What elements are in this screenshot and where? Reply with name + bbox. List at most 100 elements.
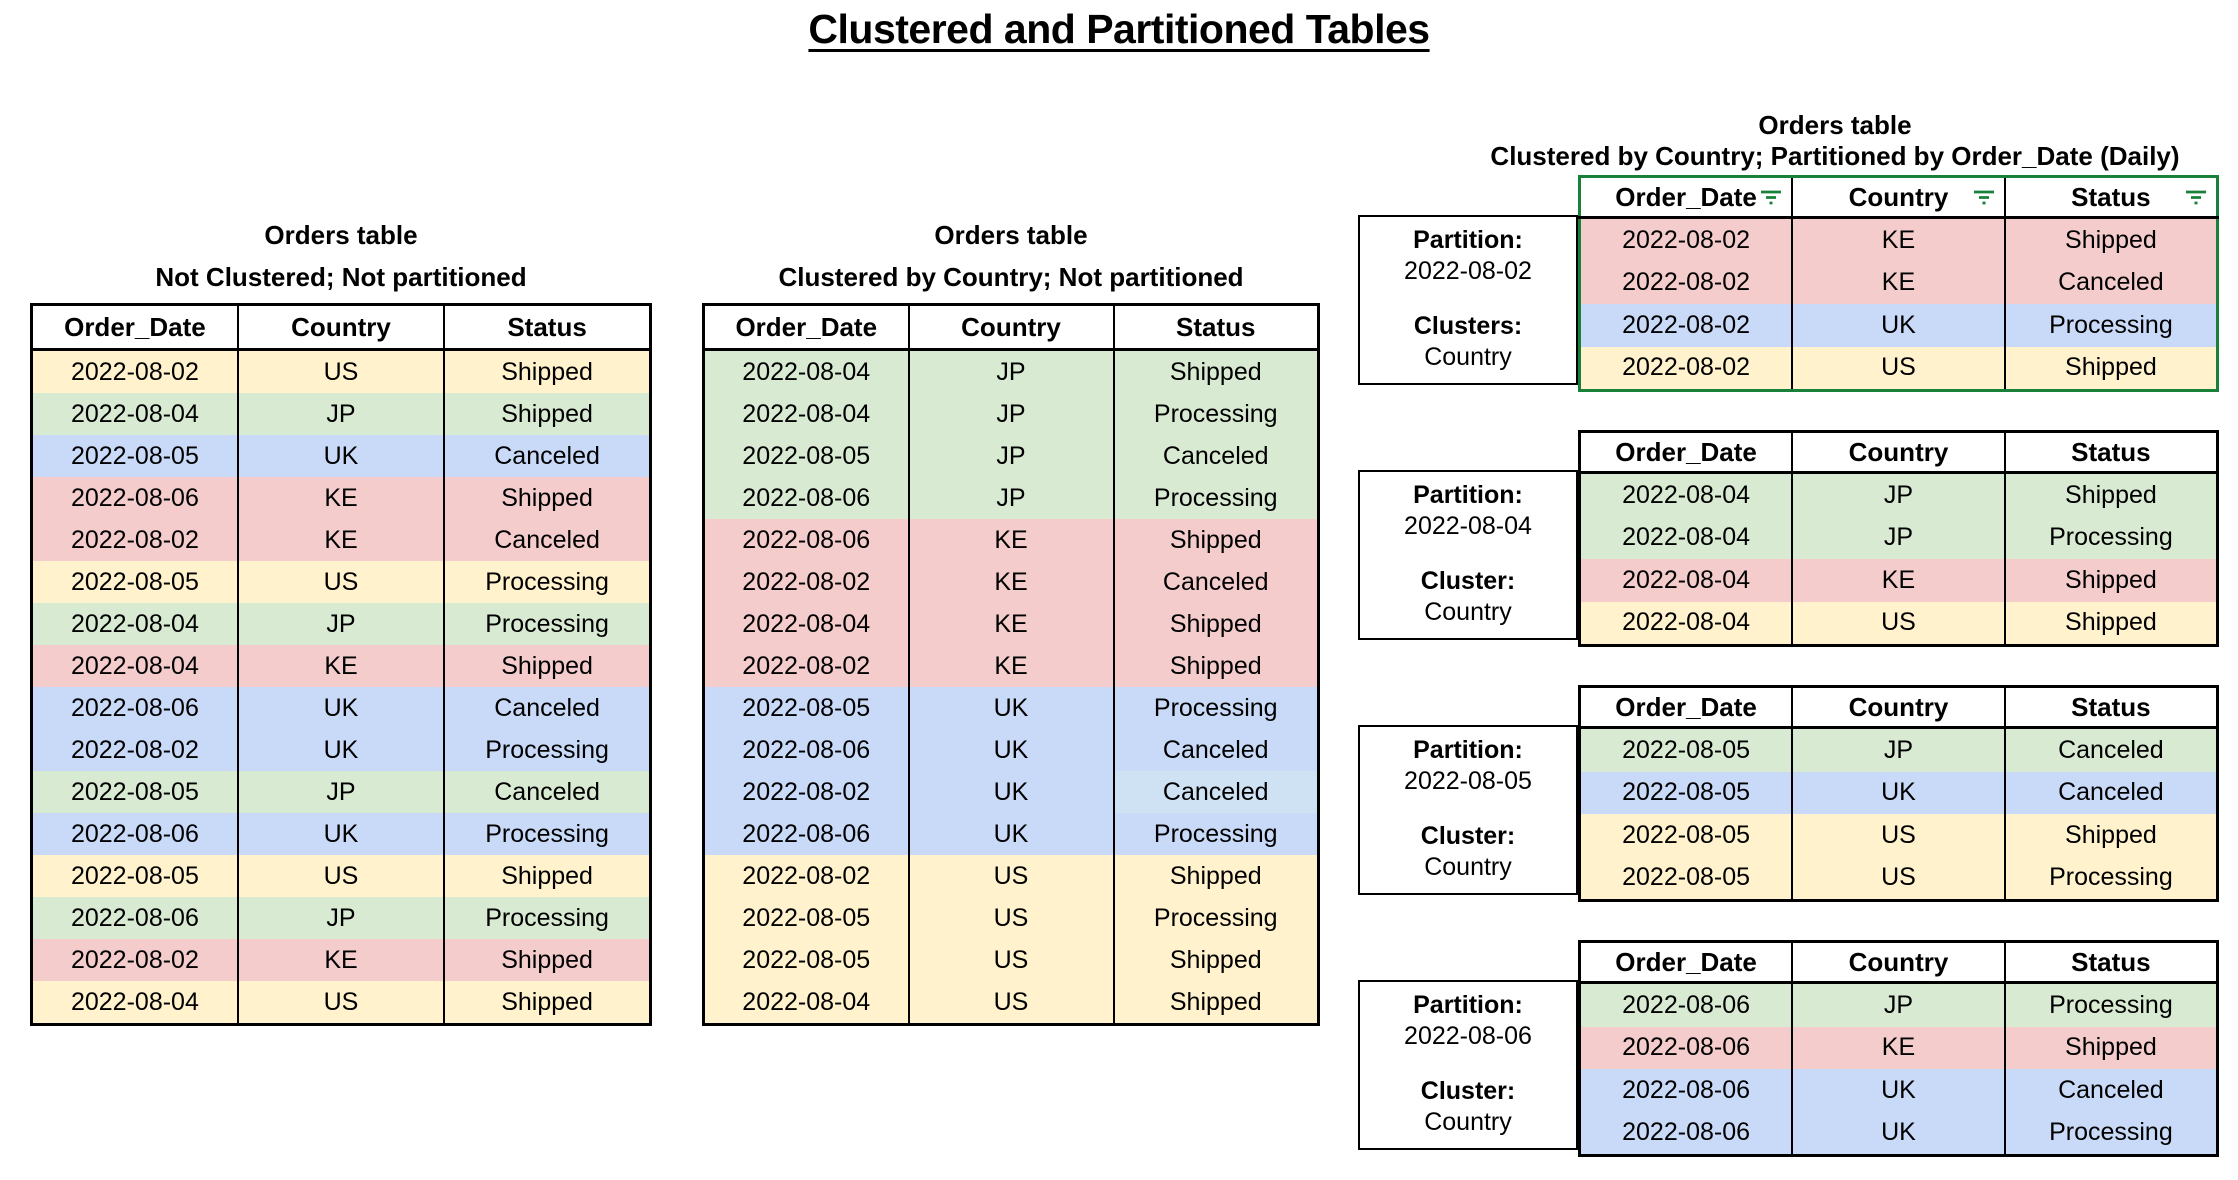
table-row: 2022-08-04 KE Shipped	[31, 645, 651, 687]
cell-status: Processing	[443, 813, 651, 855]
table-row: 2022-08-06 KE Shipped	[703, 519, 1319, 561]
table-row: 2022-08-02 US Shipped	[31, 349, 651, 393]
cell-status: Processing	[1112, 687, 1319, 729]
cell-order_date: 2022-08-05	[1579, 771, 1793, 814]
cell-country: JP	[907, 477, 1114, 519]
cell-order_date: 2022-08-05	[31, 771, 238, 813]
cell-order_date: 2022-08-06	[31, 813, 238, 855]
table-row: 2022-08-04 JP Shipped	[1579, 472, 2218, 517]
cell-order_date: 2022-08-05	[31, 435, 238, 477]
cell-status: Shipped	[443, 477, 651, 519]
column-header-status: Status	[443, 304, 651, 351]
cell-status: Shipped	[2003, 559, 2218, 602]
cell-country: KE	[1791, 1026, 2005, 1069]
cell-country: US	[1791, 346, 2005, 391]
cell-order_date: 2022-08-05	[703, 897, 909, 939]
table-row: 2022-08-04 JP Processing	[31, 603, 651, 645]
orders-table-clustered: Order_Date Country Status 2022-08-04 JP Shipp…	[702, 303, 1320, 1026]
cell-status: Processing	[2003, 516, 2218, 559]
cell-country: JP	[907, 349, 1114, 393]
cell-country: UK	[1791, 304, 2005, 347]
cell-country: UK	[236, 813, 445, 855]
header-row: Order_Date Country Status	[1579, 686, 2218, 729]
cell-order_date: 2022-08-02	[703, 855, 909, 897]
cluster-value: Country	[1424, 343, 1512, 371]
cell-status: Shipped	[443, 981, 651, 1025]
table-row: 2022-08-04 JP Shipped	[31, 393, 651, 435]
cell-status: Shipped	[1112, 855, 1319, 897]
cluster-group: Clusters: Country	[1414, 311, 1522, 373]
partition-label: Partition:	[1413, 991, 1523, 1019]
cell-order_date: 2022-08-02	[1579, 217, 1793, 262]
cell-country: JP	[1791, 727, 2005, 772]
column-header-order_date: Order_Date	[31, 304, 238, 351]
cell-order_date: 2022-08-05	[1579, 856, 1793, 901]
cell-status: Processing	[2003, 982, 2218, 1027]
cluster-group: Cluster: Country	[1421, 1076, 1515, 1138]
cell-order_date: 2022-08-02	[31, 519, 238, 561]
cell-country: UK	[1791, 771, 2005, 814]
cell-order_date: 2022-08-04	[1579, 559, 1793, 602]
cell-country: UK	[236, 729, 445, 771]
cell-country: JP	[236, 897, 445, 939]
table-row: 2022-08-02 KE Canceled	[31, 519, 651, 561]
cell-country: KE	[236, 645, 445, 687]
table-row: 2022-08-04 US Shipped	[31, 981, 651, 1025]
cell-order_date: 2022-08-02	[31, 729, 238, 771]
cell-status: Shipped	[2003, 814, 2218, 857]
table-row: 2022-08-05 US Processing	[1579, 856, 2218, 901]
cell-country: US	[907, 855, 1114, 897]
cluster-group: Cluster: Country	[1421, 821, 1515, 883]
partition-group: Partition: 2022-08-05	[1404, 735, 1532, 797]
cell-order_date: 2022-08-06	[31, 477, 238, 519]
table-row: 2022-08-02 KE Canceled	[1579, 261, 2218, 304]
table-row: 2022-08-04 JP Processing	[1579, 516, 2218, 559]
cell-status: Canceled	[443, 687, 651, 729]
cell-order_date: 2022-08-05	[703, 939, 909, 981]
cell-order_date: 2022-08-05	[703, 435, 909, 477]
orders-table-unclustered: Order_Date Country Status 2022-08-02 US Shipp…	[30, 303, 652, 1026]
table-row: 2022-08-05 US Shipped	[1579, 814, 2218, 857]
cell-status: Shipped	[443, 349, 651, 393]
cell-order_date: 2022-08-02	[703, 561, 909, 603]
header-row: Order_Date Country Status	[703, 304, 1319, 351]
partition-table-2022-08-02: Order_Date Country Status 2022-08-02 KE Shipp…	[1578, 175, 2219, 392]
clustered-table-section: Orders table Clustered by Country; Not p…	[702, 220, 1320, 1026]
table-row: 2022-08-02 US Shipped	[1579, 346, 2218, 391]
column-header-country: Country	[1791, 941, 2005, 984]
cell-order_date: 2022-08-05	[703, 687, 909, 729]
cell-country: US	[907, 939, 1114, 981]
header-row: Order_Date Country Status	[1579, 431, 2218, 474]
table-row: 2022-08-02 KE Shipped	[31, 939, 651, 981]
cell-status: Canceled	[2003, 771, 2218, 814]
partition-value: 2022-08-02	[1404, 257, 1532, 285]
table-row: 2022-08-05 US Shipped	[31, 855, 651, 897]
cell-status: Shipped	[1112, 349, 1319, 393]
cell-country: KE	[1791, 217, 2005, 262]
orders-table: Order_Date Country Status 2022-08-04 JP Shipp…	[1578, 430, 2219, 647]
cell-status: Shipped	[443, 939, 651, 981]
filter-icon	[2186, 190, 2206, 205]
column-header-status: Status	[1112, 304, 1319, 351]
cluster-label: Cluster:	[1420, 567, 1516, 595]
cell-status: Canceled	[2003, 1069, 2218, 1112]
cell-order_date: 2022-08-04	[31, 981, 238, 1025]
cell-status: Canceled	[2003, 727, 2218, 772]
cell-order_date: 2022-08-06	[31, 897, 238, 939]
cell-status: Canceled	[443, 771, 651, 813]
middle-table-subtitle: Clustered by Country; Not partitioned	[778, 262, 1244, 292]
cell-status: Shipped	[1112, 981, 1319, 1025]
column-header-status: Status	[2003, 176, 2218, 219]
table-row: 2022-08-02 UK Processing	[31, 729, 651, 771]
cell-status: Canceled	[2003, 261, 2218, 304]
cluster-value: Country	[1424, 598, 1512, 626]
orders-table: Order_Date Country Status 2022-08-06 JP Proce…	[1578, 940, 2219, 1157]
column-header-country: Country	[1791, 176, 2005, 219]
cluster-value: Country	[1424, 1108, 1512, 1136]
cell-country: UK	[907, 813, 1114, 855]
cell-country: UK	[236, 435, 445, 477]
cell-order_date: 2022-08-04	[1579, 601, 1793, 646]
cell-order_date: 2022-08-05	[31, 561, 238, 603]
cell-status: Shipped	[2003, 472, 2218, 517]
table-row: 2022-08-02 KE Canceled	[703, 561, 1319, 603]
